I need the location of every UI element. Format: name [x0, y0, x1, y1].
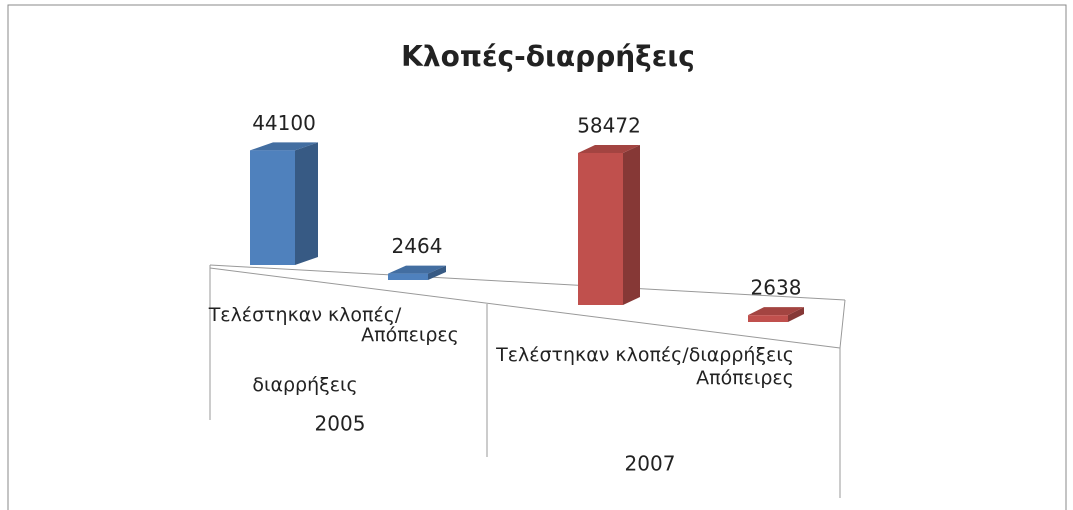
bar-side — [623, 144, 640, 305]
data-label: 2464 — [392, 234, 443, 258]
category-text: Απόπειρες — [696, 367, 794, 389]
data-label: 2638 — [751, 276, 802, 300]
category-text: Τελέστηκαν κλοπές/διαρρήξεις — [496, 344, 794, 366]
data-label: 44100 — [252, 111, 316, 135]
bar-side — [788, 307, 804, 322]
bar-side — [428, 265, 446, 280]
category-label: Τελέστηκαν κλοπές/διαρρήξεις — [208, 304, 402, 396]
group-label: 2007 — [625, 452, 676, 476]
bar — [748, 307, 804, 322]
group-label: 2005 — [315, 412, 366, 436]
bar-top — [388, 265, 446, 274]
chart-border — [7, 4, 1067, 510]
bar — [578, 144, 640, 305]
category-text: Τελέστηκαν κλοπές/διαρρήξεις — [208, 304, 402, 396]
bar — [250, 142, 318, 265]
bar — [388, 265, 446, 280]
bar-top — [578, 144, 640, 153]
category-label: Τελέστηκαν κλοπές/διαρρήξεις — [496, 344, 794, 366]
category-text: Απόπειρες — [361, 324, 459, 346]
data-label: 58472 — [577, 113, 641, 137]
chart-title: Κλοπές-διαρρήξεις — [401, 40, 695, 73]
bar-front — [250, 150, 295, 265]
bar-front — [748, 315, 788, 322]
bar-front — [578, 152, 623, 305]
bar-top — [748, 307, 804, 316]
category-label: Απόπειρες — [696, 367, 794, 389]
category-label: Απόπειρες — [361, 324, 459, 346]
bar-top — [250, 142, 318, 151]
bar-front — [388, 273, 428, 280]
bar-side — [295, 142, 318, 265]
floor — [209, 264, 846, 498]
